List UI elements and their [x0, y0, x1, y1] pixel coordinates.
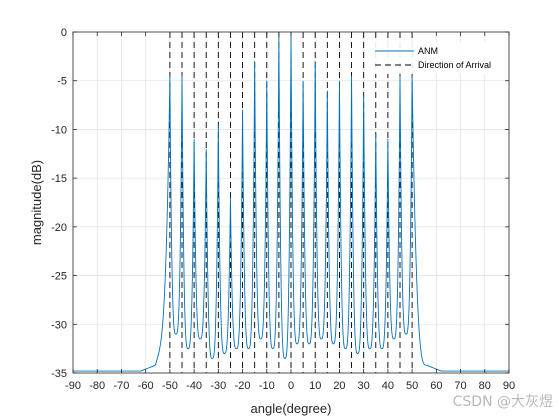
y-tick-label: -10: [51, 124, 67, 136]
x-tick-label: 20: [333, 380, 345, 392]
doa-series: [169, 32, 413, 373]
y-tick-label: 0: [61, 27, 67, 39]
y-tick-label: -25: [51, 271, 67, 283]
y-axis-label: magnitude(dB): [29, 160, 44, 245]
x-tick-label: 0: [288, 380, 294, 392]
x-tick-label: -90: [65, 380, 81, 392]
y-tick-label: -20: [51, 222, 67, 234]
y-tick-label: -35: [51, 368, 67, 380]
legend: ANM Direction of Arrival: [371, 42, 508, 74]
x-axis-ticks: -90 -80 -70 -60 -50 -40 -30 -20 -10 0 10 20 30 40 50 60…: [65, 32, 515, 392]
legend-doa-label: Direction of Arrival: [418, 60, 491, 70]
x-tick-label: -40: [186, 380, 202, 392]
x-tick-label: 60: [430, 380, 442, 392]
x-tick-label: 90: [503, 380, 515, 392]
legend-anm-label: ANM: [418, 46, 438, 56]
x-tick-label: 40: [382, 380, 394, 392]
x-tick-label: 70: [454, 380, 466, 392]
x-tick-label: -80: [89, 380, 105, 392]
y-tick-label: -5: [57, 76, 67, 88]
y-tick-label: -15: [51, 173, 67, 185]
x-tick-label: -20: [235, 380, 251, 392]
x-tick-label: -70: [113, 380, 129, 392]
x-tick-label: -10: [259, 380, 275, 392]
x-tick-label: 10: [309, 380, 321, 392]
x-axis-label: angle(degree): [251, 401, 332, 416]
y-tick-label: -30: [51, 319, 67, 331]
x-tick-label: -60: [138, 380, 154, 392]
x-tick-label: 50: [406, 380, 418, 392]
y-axis-ticks: 0 -5 -10 -15 -20 -25 -30 -35: [51, 27, 509, 380]
x-tick-label: 30: [358, 380, 370, 392]
x-tick-label: -50: [162, 380, 178, 392]
x-tick-label: 80: [479, 380, 491, 392]
x-tick-label: -30: [210, 380, 226, 392]
watermark: CSDN @大灰煜: [453, 394, 553, 410]
plot-axes: -90 -80 -70 -60 -50 -40 -30 -20 -10 0 10 20 30 40 50 60…: [29, 27, 515, 416]
legend-box: [371, 42, 508, 74]
